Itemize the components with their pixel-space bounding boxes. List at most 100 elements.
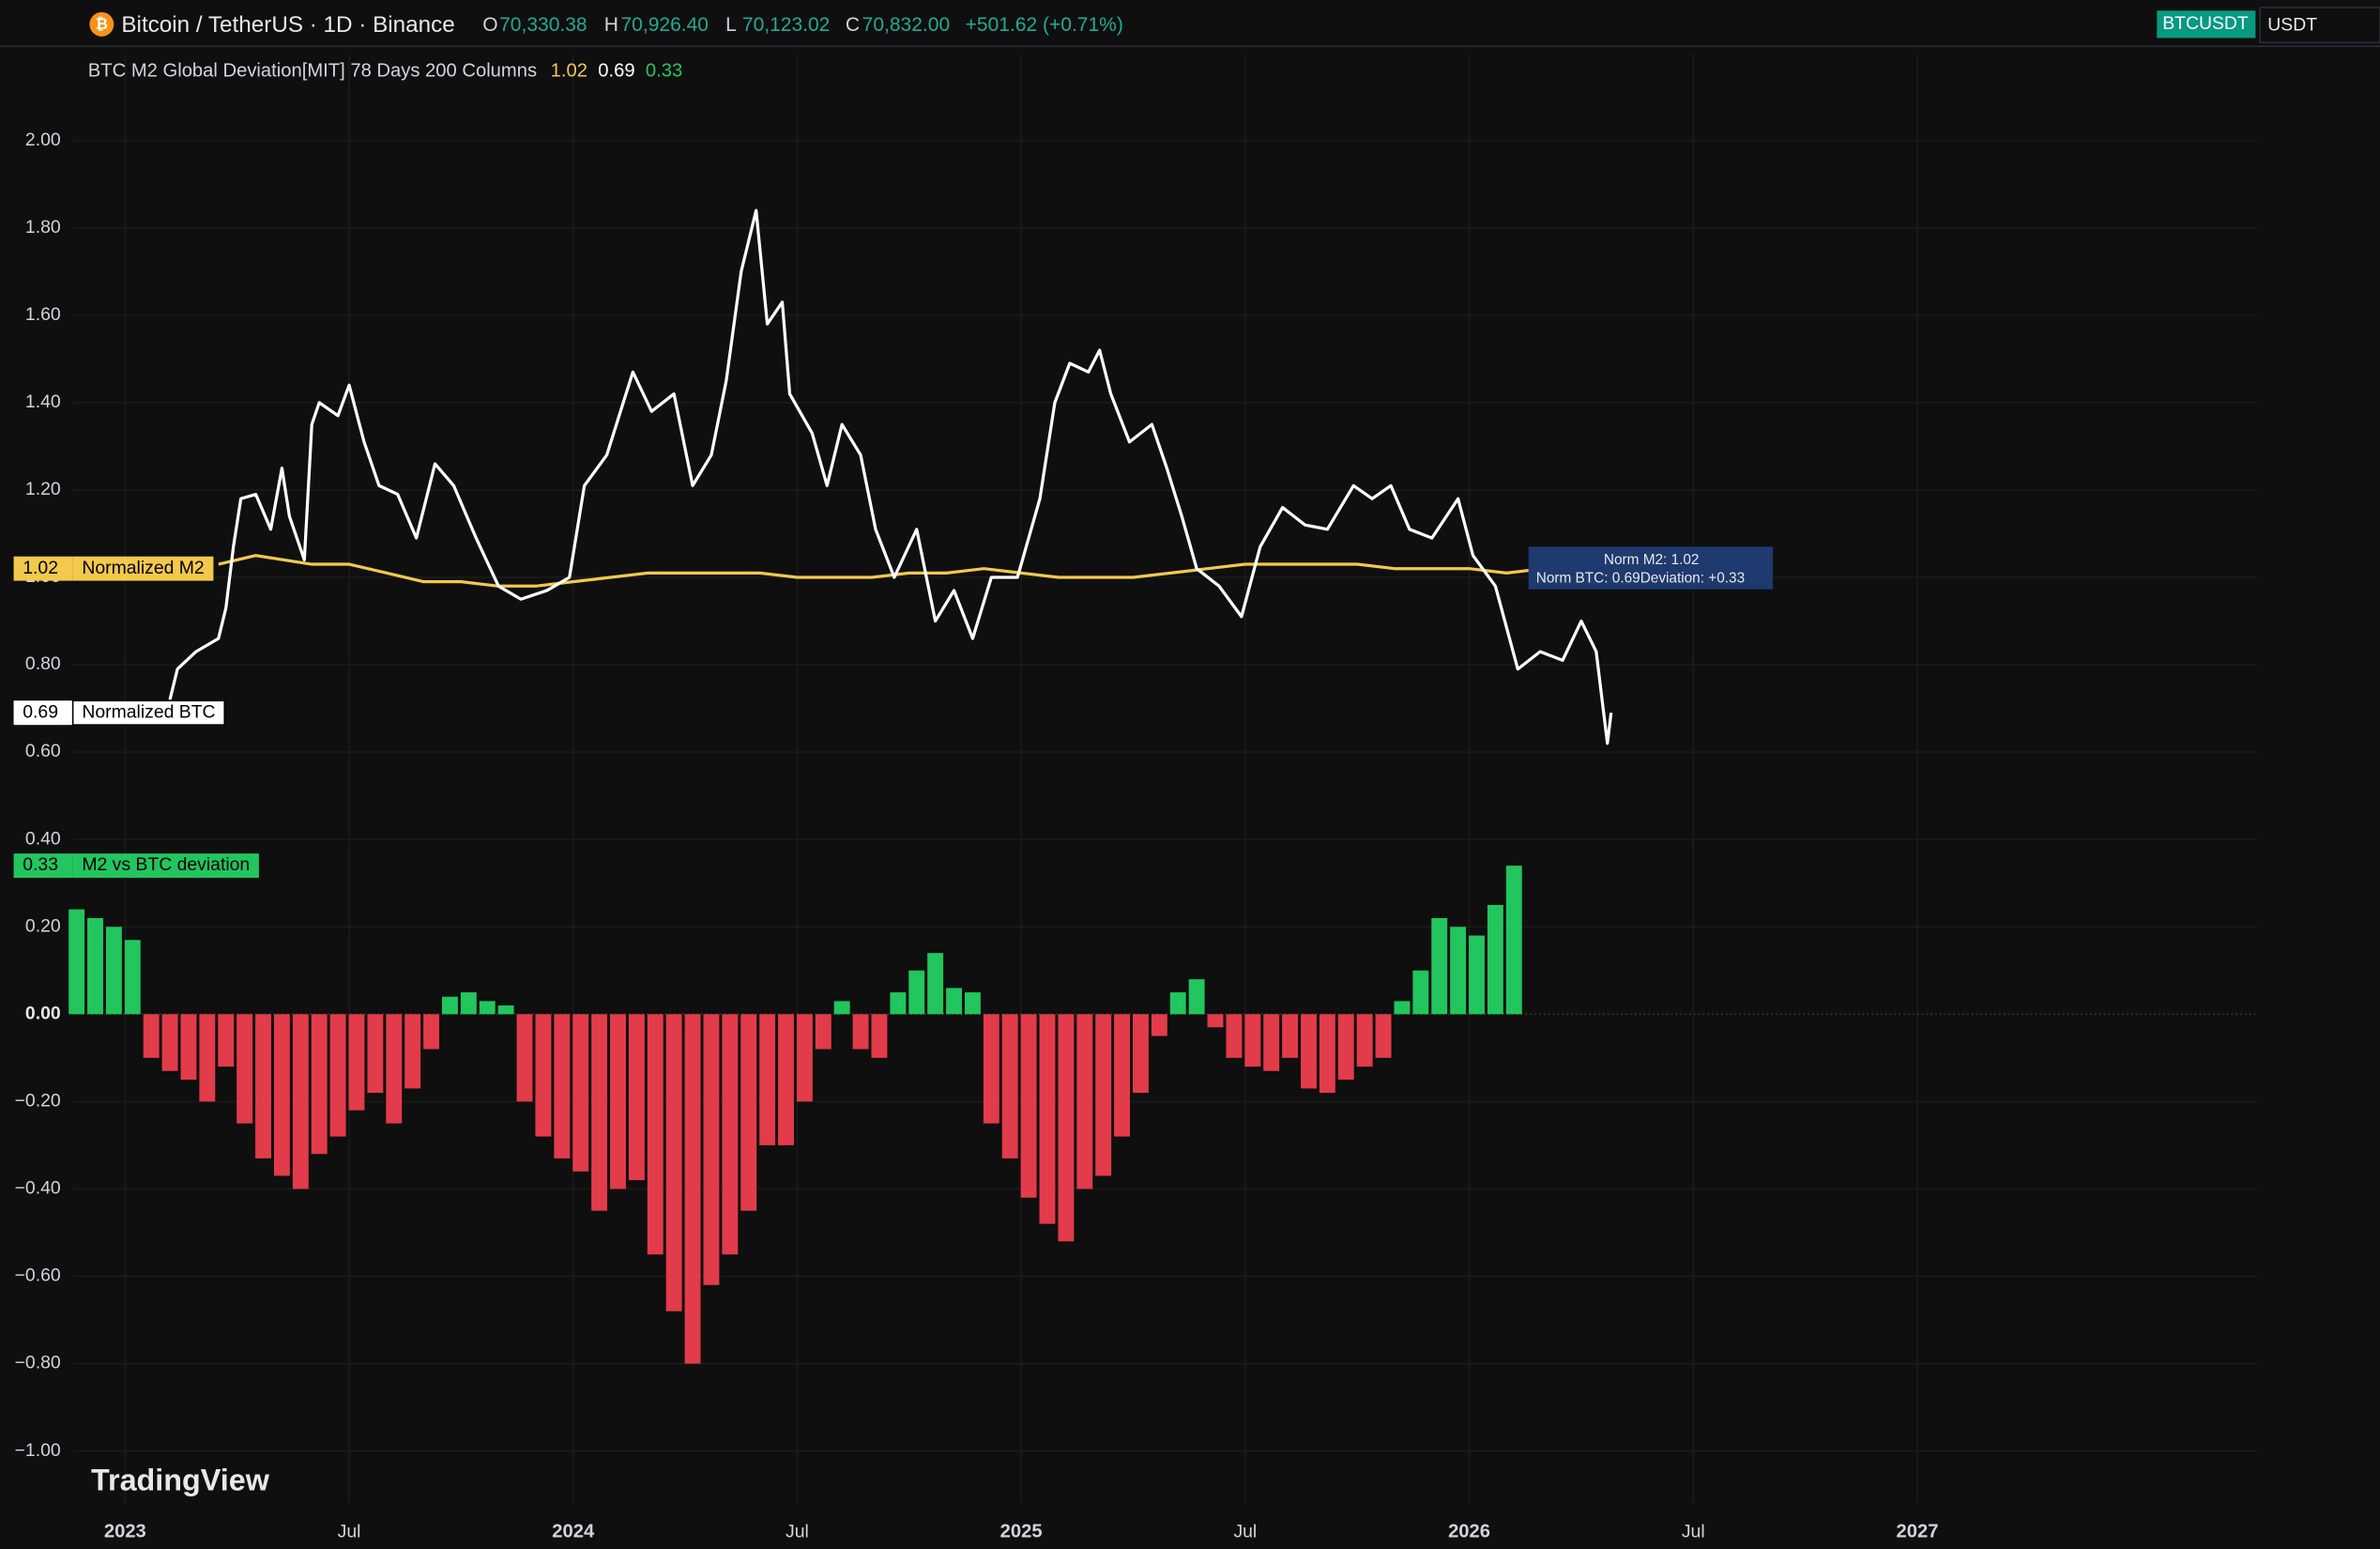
histogram-bar: [1412, 970, 1429, 1015]
y-tick-label: 0.00: [25, 1003, 61, 1023]
x-tick-label: Jul: [1682, 1521, 1705, 1541]
histogram-bar: [367, 1014, 384, 1094]
indicator-value: 0.69: [598, 60, 634, 81]
histogram-bar: [348, 1014, 365, 1111]
last-value-box: [13, 556, 73, 581]
last-value: 1.02: [23, 558, 58, 578]
histogram-bar: [143, 1014, 160, 1058]
histogram-bar: [1133, 1014, 1149, 1094]
histogram-bar: [236, 1014, 253, 1124]
ohlc-value: 70,832.00: [862, 14, 950, 36]
y-tick-label: −0.20: [15, 1091, 61, 1112]
histogram-bar: [386, 1014, 403, 1124]
last-value-box: [13, 700, 73, 726]
x-tick-label: 2026: [1448, 1522, 1490, 1542]
y-tick-label: −0.80: [15, 1353, 61, 1373]
series-line: [218, 554, 1611, 588]
y-tick-label: −0.40: [15, 1178, 61, 1199]
histogram-bar: [871, 1014, 888, 1058]
histogram-bar: [665, 1014, 682, 1311]
y-tick-label: 0.60: [25, 741, 61, 761]
histogram-bar: [1039, 1014, 1056, 1224]
x-tick-label: 2023: [104, 1522, 146, 1542]
histogram-bar: [1394, 1001, 1411, 1015]
x-tick-label: Jul: [338, 1521, 361, 1541]
histogram-bar: [329, 1014, 346, 1137]
ohlc-key: O: [482, 14, 497, 36]
plot: [69, 53, 2257, 1504]
ohlc-key: L: [725, 14, 737, 36]
y-tick-label: 1.80: [25, 217, 61, 238]
histogram-bar: [815, 1014, 831, 1050]
currency[interactable]: USDT: [2267, 15, 2317, 36]
histogram-bar: [1375, 1014, 1392, 1058]
histogram-bar: [1188, 979, 1205, 1015]
histogram-bar: [703, 1014, 720, 1285]
ohlc-key: H: [604, 14, 618, 36]
x-tick-label: Jul: [786, 1521, 809, 1541]
histogram-bar: [423, 1014, 440, 1050]
histogram-bar: [740, 1014, 757, 1211]
histogram-bar: [199, 1014, 216, 1102]
y-tick-label: −1.00: [15, 1440, 61, 1461]
y-tick-label: 0.80: [25, 653, 61, 674]
histogram-bar: [311, 1014, 328, 1155]
histogram-bar: [684, 1014, 701, 1364]
histogram-bar: [1001, 1014, 1018, 1158]
branding: TradingView: [91, 1463, 270, 1496]
ohlc-value: 70,123.02: [742, 14, 830, 36]
last-value-box: [13, 853, 73, 879]
histogram-bar: [218, 1014, 235, 1067]
y-tick-label: 1.20: [25, 479, 61, 499]
price-change: +501.62 (+0.71%): [966, 14, 1123, 36]
histogram-bar: [946, 988, 962, 1015]
histogram-bar: [441, 996, 458, 1015]
histogram-bar: [554, 1014, 571, 1158]
indicator-value: 0.33: [646, 60, 682, 81]
legend-box: [72, 853, 259, 879]
ohlc-key: C: [846, 14, 860, 36]
histogram-bar: [1207, 1014, 1224, 1028]
series-line: [168, 208, 1613, 745]
ticker-badge[interactable]: [2157, 10, 2256, 38]
currency-box[interactable]: [2259, 7, 2380, 44]
histogram-bar: [460, 992, 477, 1015]
histogram-bar: [908, 970, 925, 1015]
histogram-bar: [1487, 904, 1503, 1015]
histogram-bar: [890, 992, 907, 1015]
histogram-bar: [722, 1014, 739, 1255]
y-tick-label: 2.00: [25, 130, 61, 150]
indicator-title[interactable]: BTC M2 Global Deviation[MIT] 78 Days 200…: [88, 60, 537, 81]
histogram-bar: [1058, 1014, 1075, 1242]
ohlc-value: 70,330.38: [499, 14, 587, 36]
histogram-bar: [1337, 1014, 1354, 1081]
histogram-bar: [1244, 1014, 1261, 1067]
y-tick-label: 0.40: [25, 828, 61, 849]
symbol-icon-glyph: ₿: [96, 16, 108, 33]
histogram-bar: [497, 1005, 514, 1015]
histogram-bar: [1319, 1014, 1335, 1094]
legend-box: [71, 699, 226, 726]
symbol-title[interactable]: Bitcoin / TetherUS · 1D · Binance: [121, 12, 454, 38]
histogram-bar: [628, 1014, 645, 1181]
ticker[interactable]: BTCUSDT: [2162, 13, 2249, 34]
y-tick-label: 1.40: [25, 391, 61, 412]
histogram-bar: [1226, 1014, 1243, 1058]
x-tick-label: 2024: [552, 1522, 595, 1542]
legend-entry: M2 vs BTC deviation: [82, 854, 250, 875]
histogram-bar: [591, 1014, 608, 1211]
histogram-bar: [1151, 1014, 1167, 1036]
histogram-bar: [964, 992, 981, 1015]
last-value: 0.69: [23, 701, 58, 722]
histogram-bar: [1114, 1014, 1131, 1137]
histogram-bar: [1431, 917, 1448, 1015]
histogram-bar: [1450, 927, 1467, 1015]
tooltip-line: Norm BTC: 0.69Deviation: +0.33: [1536, 570, 1745, 586]
histogram-bar: [1469, 935, 1485, 1015]
histogram-bar: [1169, 992, 1186, 1015]
histogram-bar: [87, 917, 103, 1015]
histogram-bar: [1076, 1014, 1093, 1189]
histogram-bar: [1301, 1014, 1317, 1089]
